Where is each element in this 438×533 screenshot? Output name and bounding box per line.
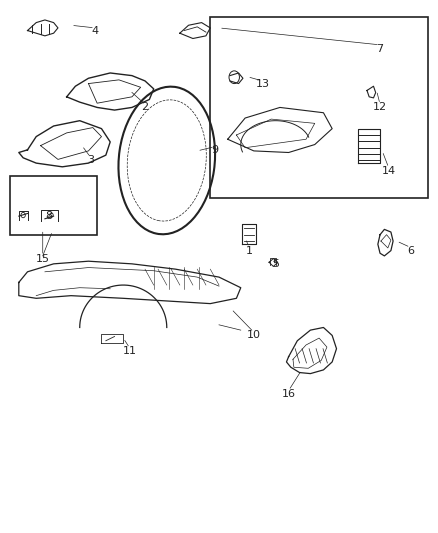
Text: 10: 10: [247, 330, 261, 341]
Text: 1: 1: [246, 246, 253, 256]
Text: 9: 9: [211, 145, 218, 155]
Text: 5: 5: [272, 259, 279, 269]
Text: 16: 16: [282, 389, 296, 399]
Text: 4: 4: [92, 26, 99, 36]
Text: 8: 8: [46, 211, 53, 221]
Text: 12: 12: [373, 102, 387, 112]
Text: 13: 13: [255, 78, 269, 88]
Text: 2: 2: [141, 102, 148, 112]
Text: 15: 15: [36, 254, 50, 263]
Text: 11: 11: [123, 346, 137, 357]
Text: 6: 6: [407, 246, 414, 256]
Text: 7: 7: [377, 44, 384, 54]
Text: 14: 14: [381, 166, 396, 176]
Text: 3: 3: [87, 156, 94, 165]
